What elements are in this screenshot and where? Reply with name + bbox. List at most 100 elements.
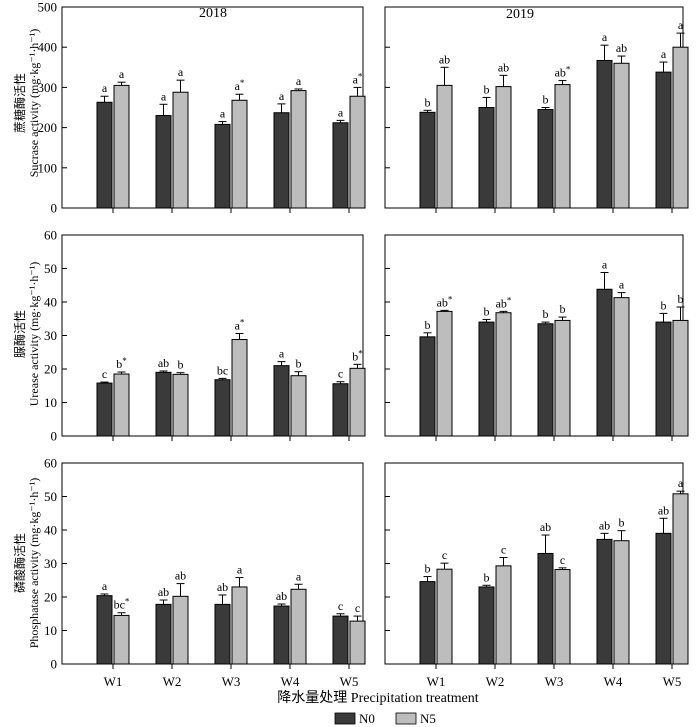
significance-label: a (279, 347, 285, 361)
bar-n5 (672, 493, 689, 665)
bar-n5 (554, 319, 571, 437)
x-tick-label: W3 (222, 674, 241, 689)
y-tick-label: 0 (51, 429, 58, 444)
bar-n0 (419, 111, 436, 209)
legend-label-n0: N0 (359, 711, 375, 726)
bar-n5 (172, 91, 189, 209)
bar-n0 (214, 603, 231, 665)
significance-label: c (355, 601, 360, 615)
x-tick-label: W3 (545, 674, 564, 689)
y-tick-label: 0 (51, 657, 58, 672)
significance-star: * (125, 597, 130, 607)
x-tick-label: W4 (604, 674, 623, 689)
bar-n0 (273, 605, 290, 665)
legend-swatch-n5 (395, 712, 417, 725)
significance-label: b (425, 318, 431, 332)
bar-n5 (495, 86, 512, 209)
bar-n5 (349, 95, 366, 209)
bar-n5 (495, 312, 512, 437)
bar-n5 (672, 319, 689, 437)
significance-label: a (661, 47, 667, 61)
significance-label: c (338, 367, 343, 381)
y-tick-label: 200 (38, 120, 58, 135)
bar-n0 (332, 615, 349, 665)
significance-label: a (220, 107, 226, 121)
bar-n5 (436, 568, 453, 665)
bar-n5 (231, 586, 248, 665)
bar-n0 (537, 323, 554, 437)
y-tick-label: 20 (44, 362, 57, 377)
significance-label: b (619, 516, 625, 530)
bar-n5 (613, 297, 630, 437)
bar-n5 (495, 565, 512, 665)
y-axis-label-en: Phosphatase activity (mg·kg⁻¹·h⁻¹) (27, 478, 41, 649)
significance-label: ab* (496, 295, 512, 310)
significance-label: a (161, 89, 167, 103)
bar-n5 (113, 84, 130, 209)
significance-label: ab (658, 503, 669, 517)
bar-n5 (290, 90, 307, 209)
y-tick-label: 30 (44, 556, 57, 571)
significance-label: ab (599, 518, 610, 532)
y-tick-label: 40 (44, 295, 57, 310)
significance-label: c (338, 599, 343, 613)
significance-label: ab (498, 60, 509, 74)
y-tick-label: 10 (44, 395, 57, 410)
significance-label: a (119, 67, 125, 81)
significance-label: ab (439, 52, 450, 66)
significance-label: b (178, 358, 184, 372)
y-tick-label: 40 (44, 523, 57, 538)
bar-n5 (290, 375, 307, 437)
legend: N0 N5 (334, 711, 436, 726)
bar-n5 (436, 310, 453, 437)
bar-n0 (596, 538, 613, 665)
significance-label: ab (175, 569, 186, 583)
bar-n0 (537, 109, 554, 209)
bar-n0 (655, 321, 672, 437)
significance-label: b (661, 298, 667, 312)
bar-n0 (155, 115, 172, 209)
y-tick-label: 400 (38, 40, 58, 55)
y-axis-label-cn: 蔗糖酶活性 (12, 73, 27, 133)
significance-label: a (178, 65, 184, 79)
bar-n0 (96, 595, 113, 665)
significance-label: b (425, 562, 431, 576)
bar-n5 (113, 373, 130, 437)
bar-n5 (290, 588, 307, 665)
bar-n5 (231, 99, 248, 209)
bar-n5 (436, 84, 453, 209)
chart-panel-urease-2018: 0 10 20 30 40 50 60 脲酶活性Urease activity (mg·kg⁻… (12, 228, 366, 444)
significance-label: ab (217, 580, 228, 594)
bar-n5 (554, 569, 571, 665)
significance-label: ab (158, 356, 169, 370)
significance-label: c (442, 548, 447, 562)
significance-label: a (678, 476, 684, 490)
y-axis-label-cn: 脲酶活性 (12, 310, 27, 358)
bar-n0 (419, 581, 436, 665)
significance-label: ab (158, 585, 169, 599)
bar-n5 (172, 373, 189, 437)
significance-star: * (566, 65, 571, 75)
bar-n0 (332, 383, 349, 437)
bar-n0 (419, 336, 436, 437)
significance-label: b (678, 292, 684, 306)
bar-n5 (231, 339, 248, 437)
y-tick-label: 50 (44, 261, 57, 276)
y-tick-label: 300 (38, 80, 58, 95)
bar-n5 (172, 595, 189, 665)
x-tick-label: W5 (340, 674, 359, 689)
significance-label: a (102, 81, 108, 95)
significance-label: a (602, 30, 608, 44)
bar-n0 (655, 532, 672, 665)
x-tick-label: W5 (663, 674, 682, 689)
significance-label: a (678, 18, 684, 32)
bar-n0 (96, 382, 113, 437)
legend-swatch-n0 (334, 712, 356, 725)
bar-n0 (214, 123, 231, 209)
bar-n0 (155, 371, 172, 437)
bar-n5 (554, 84, 571, 209)
significance-star: * (240, 78, 245, 88)
